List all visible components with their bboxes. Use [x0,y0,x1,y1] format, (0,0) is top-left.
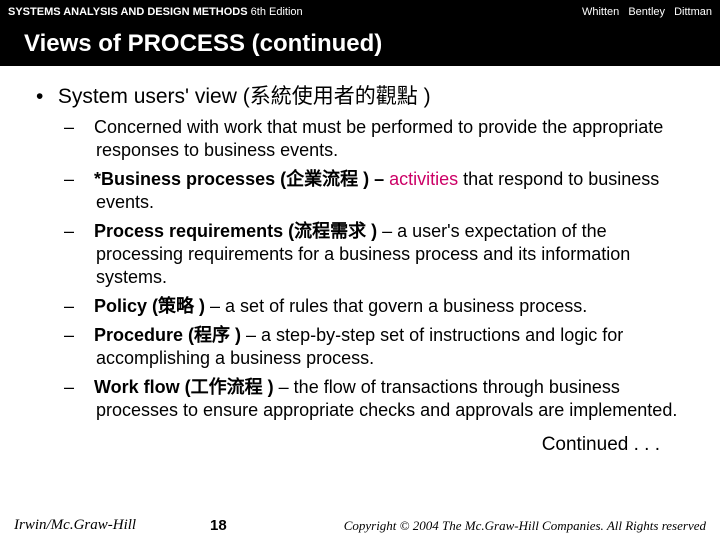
publisher: Irwin/Mc.Graw-Hill [14,517,136,534]
l1-cjk: 系統使用者的觀點 [250,85,418,108]
bullet-icon: • [36,85,52,109]
copyright: Copyright © 2004 The Mc.Graw-Hill Compan… [344,518,706,534]
level2-bullet: –Policy (策略 ) – a set of rules that gove… [80,295,692,318]
author-3: Dittman [674,6,712,18]
footer: Irwin/Mc.Graw-Hill 18 Copyright © 2004 T… [0,517,720,534]
dash-icon: – [80,220,94,243]
level2-bullet: –Procedure (程序 ) – a step-by-step set of… [80,324,692,370]
dash-icon: – [80,295,94,318]
author-1: Whitten [582,6,619,18]
text-segment: *Business processes ( [94,169,286,189]
book-title: SYSTEMS ANALYSIS AND DESIGN METHODS [8,6,248,18]
edition: 6th Edition [248,6,303,18]
level2-bullet: –Work flow (工作流程 ) – the flow of transac… [80,376,692,422]
slide: SYSTEMS ANALYSIS AND DESIGN METHODS 6th … [0,0,720,540]
header-bar: SYSTEMS ANALYSIS AND DESIGN METHODS 6th … [0,0,720,24]
dash-icon: – [80,168,94,191]
level2-list: –Concerned with work that must be perfor… [28,116,692,422]
text-segment: Concerned with work that must be perform… [94,117,663,160]
text-segment: Process requirements ( [94,221,294,241]
continued-label: Continued . . . [28,428,692,456]
text-segment: 工作流程 [191,377,263,397]
dash-icon: – [80,376,94,399]
text-segment: activities [389,169,458,189]
page-number: 18 [210,517,227,534]
text-segment: ) – [358,169,389,189]
level2-bullet: –Concerned with work that must be perfor… [80,116,692,162]
slide-title: Views of PROCESS (continued) [0,24,720,66]
dash-icon: – [80,324,94,347]
text-segment: Policy ( [94,296,158,316]
level2-bullet: –Process requirements (流程需求 ) – a user's… [80,220,692,289]
text-segment: 程序 [194,325,230,345]
header-authors: Whitten Bentley Dittman [576,6,712,18]
header-left: SYSTEMS ANALYSIS AND DESIGN METHODS 6th … [8,6,303,18]
content-area: • System users' view (系統使用者的觀點 ) –Concer… [0,66,720,540]
text-segment: ) [366,221,377,241]
l1-prefix: System users' view ( [58,85,250,108]
author-2: Bentley [628,6,665,18]
level2-bullet: –*Business processes (企業流程 ) – activitie… [80,168,692,214]
level1-bullet: • System users' view (系統使用者的觀點 ) [36,80,692,110]
text-segment: ) [263,377,274,397]
text-segment: – a set of rules that govern a business … [205,296,587,316]
dash-icon: – [80,116,94,139]
text-segment: ) [194,296,205,316]
text-segment: 策略 [158,296,194,316]
l1-suffix: ) [418,85,431,108]
text-segment: ) [230,325,241,345]
text-segment: 企業流程 [286,169,358,189]
text-segment: 流程需求 [294,221,366,241]
text-segment: Work flow ( [94,377,191,397]
text-segment: Procedure ( [94,325,194,345]
